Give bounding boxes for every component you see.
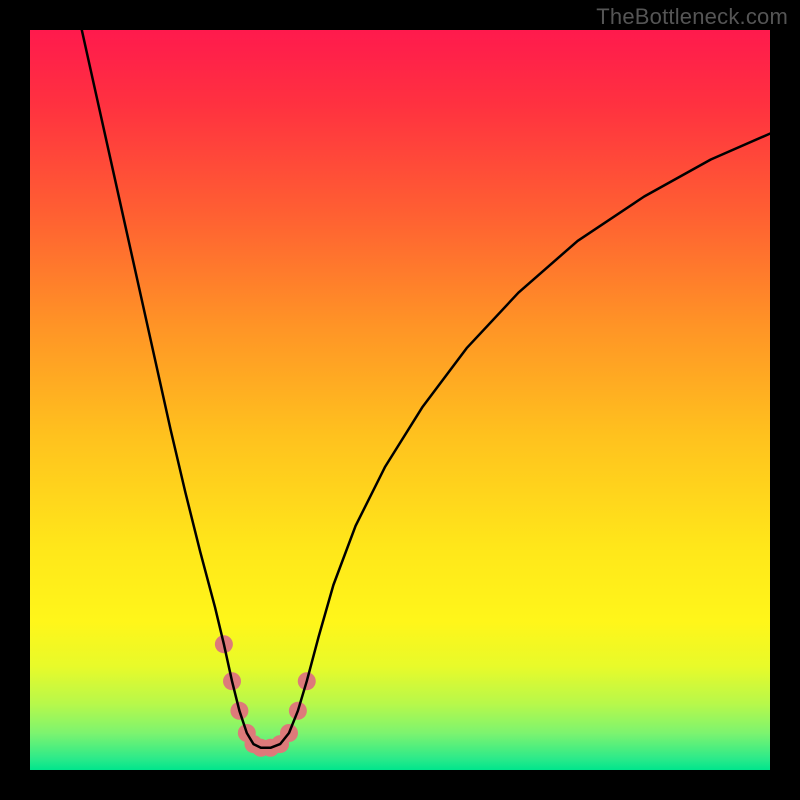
bottleneck-chart-svg [0, 0, 800, 800]
chart-stage: TheBottleneck.com [0, 0, 800, 800]
watermark-text: TheBottleneck.com [596, 4, 788, 30]
plot-background [30, 30, 770, 770]
